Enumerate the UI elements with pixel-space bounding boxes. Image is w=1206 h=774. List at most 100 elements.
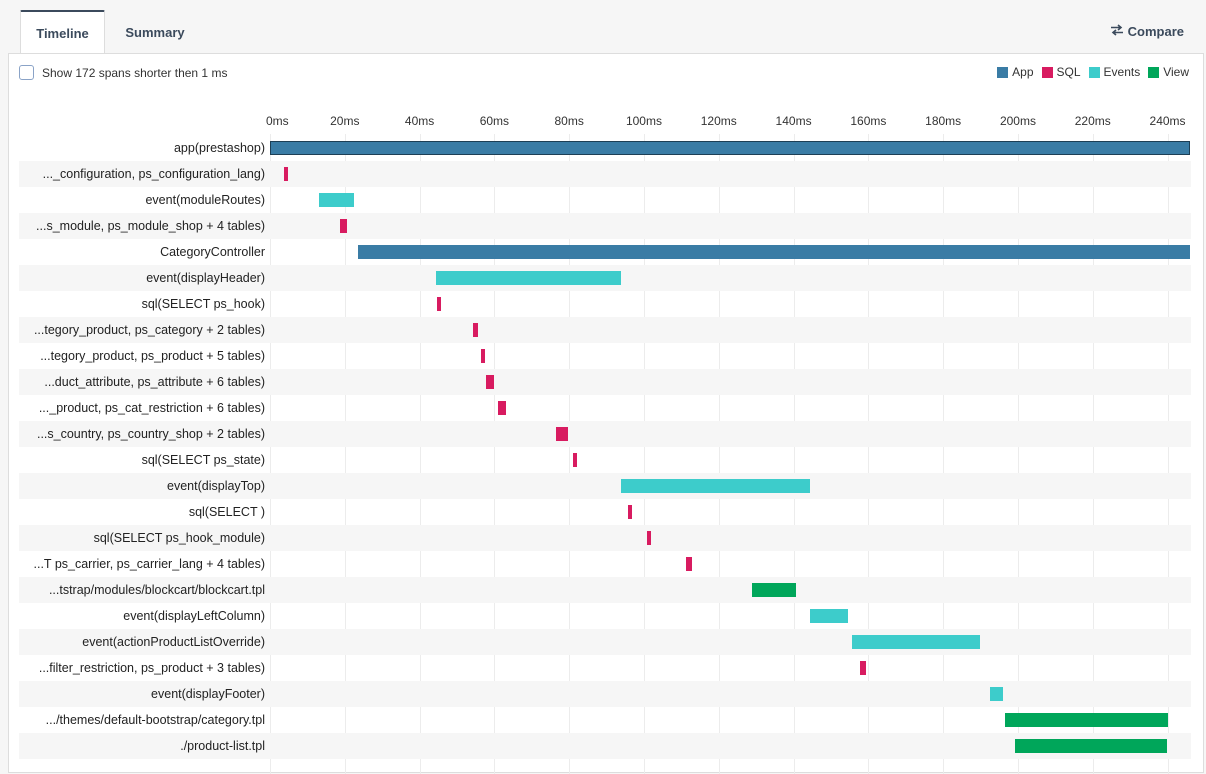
span-bar-events[interactable] [620,479,810,493]
gridline [868,134,870,774]
gridline [1167,134,1169,774]
span-bar-events[interactable] [809,609,848,623]
span-label: app(prestashop) [173,141,265,155]
short-spans-filter: Show 172 spans shorter then 1 ms [19,65,227,80]
span-bar-view[interactable] [1015,739,1168,753]
span-label: event(actionProductListOverride) [82,635,265,649]
axis-tick-label: 0ms [266,114,289,128]
legend-swatch [1148,66,1160,78]
span-bar-sql[interactable] [498,401,507,415]
span-label: ...s_module, ps_module_shop + 4 tables) [36,219,265,233]
legend-item-view: View [1148,65,1189,79]
span-label: event(displayLeftColumn) [123,609,265,623]
span-bar-view[interactable] [1004,713,1169,727]
span-label: event(displayFooter) [151,687,265,701]
span-bar-app[interactable] [270,141,1190,155]
legend-item-app: App [997,65,1034,79]
span-label: event(moduleRoutes) [145,193,265,207]
legend-label: App [1012,65,1034,79]
span-row[interactable]: ...s_module, ps_module_shop + 4 tables) [19,213,1191,239]
span-bar-sql[interactable] [646,531,652,545]
time-axis: 0ms 20ms 40ms 60ms 80ms 100ms 120ms 140ms 160ms 1… [266,114,1190,134]
span-row[interactable]: ..._configuration, ps_configuration_lang… [19,161,1191,187]
span-label: .../themes/default-bootstrap/category.tp… [45,713,265,727]
span-bar-sql[interactable] [436,297,441,311]
legend-swatch [1041,66,1053,78]
span-bar-sql[interactable] [860,661,867,675]
span-row[interactable]: event(displayLeftColumn) [19,603,1191,629]
span-row[interactable]: ...duct_attribute, ps_attribute + 6 tabl… [19,369,1191,395]
span-bar-events[interactable] [852,635,980,649]
span-row[interactable]: ...tegory_product, ps_product + 5 tables… [19,343,1191,369]
tab-summary[interactable]: Summary [125,24,185,40]
span-label: ..._configuration, ps_configuration_lang… [42,167,265,181]
span-bar-sql[interactable] [480,349,486,363]
span-bar-events[interactable] [318,193,354,207]
span-bar-sql[interactable] [283,167,289,181]
span-row[interactable]: ...s_country, ps_country_shop + 2 tables… [19,421,1191,447]
gridline [718,134,720,774]
axis-tick-label: 140ms [775,114,812,128]
span-row[interactable]: sql(SELECT ps_state) [19,447,1191,473]
tab-timeline[interactable]: Timeline [20,10,105,55]
span-bar-sql[interactable] [685,557,692,571]
span-label: ...tstrap/modules/blockcart/blockcart.tp… [48,583,265,597]
span-row[interactable]: sql(SELECT ) [19,499,1191,525]
span-label: ...tegory_product, ps_product + 5 tables… [40,349,265,363]
span-bar-view[interactable] [751,583,796,597]
span-label: sql(SELECT ps_hook_module) [93,531,265,545]
span-rows: app(prestashop) ..._configuration, ps_con… [19,135,1191,759]
span-label: ...filter_restriction, ps_product + 3 ta… [38,661,265,675]
span-bar-sql[interactable] [572,453,577,467]
legend-swatch [1088,66,1100,78]
short-spans-checkbox[interactable] [19,65,34,80]
axis-tick-label: 160ms [850,114,887,128]
span-label: ./product-list.tpl [180,739,265,753]
span-label: ...tegory_product, ps_category + 2 table… [33,323,265,337]
span-bar-sql[interactable] [473,323,478,337]
span-label: ...s_country, ps_country_shop + 2 tables… [36,427,265,441]
span-row[interactable]: ...filter_restriction, ps_product + 3 ta… [19,655,1191,681]
span-row[interactable]: CategoryController [19,239,1191,265]
span-bar-sql[interactable] [556,427,568,441]
span-row[interactable]: event(displayHeader) [19,265,1191,291]
span-bar-events[interactable] [436,271,621,285]
gridline [943,134,945,774]
span-label: sql(SELECT ) [188,505,265,519]
span-row[interactable]: ..._product, ps_cat_restriction + 6 tabl… [19,395,1191,421]
span-row[interactable]: event(moduleRoutes) [19,187,1191,213]
span-row[interactable]: event(displayTop) [19,473,1191,499]
axis-tick-label: 180ms [925,114,962,128]
span-bar-sql[interactable] [339,219,347,233]
span-row[interactable]: sql(SELECT ps_hook) [19,291,1191,317]
gridline [643,134,645,774]
span-row[interactable]: ./product-list.tpl [19,733,1191,759]
span-row[interactable]: .../themes/default-bootstrap/category.tp… [19,707,1191,733]
span-bar-events[interactable] [989,687,1004,701]
span-label: event(displayHeader) [146,271,265,285]
span-row[interactable]: app(prestashop) [19,135,1191,161]
span-row[interactable]: event(displayFooter) [19,681,1191,707]
axis-tick-label: 200ms [999,114,1036,128]
span-label: ...duct_attribute, ps_attribute + 6 tabl… [44,375,265,389]
span-bar-app[interactable] [357,245,1190,259]
timeline-panel: Show 172 spans shorter then 1 ms App SQL E… [8,53,1204,774]
gridline [344,134,346,774]
span-row[interactable]: ...T ps_carrier, ps_carrier_lang + 4 tab… [19,551,1191,577]
span-bar-sql[interactable] [628,505,633,519]
axis-tick-label: 120ms [700,114,737,128]
span-row[interactable]: ...tegory_product, ps_category + 2 table… [19,317,1191,343]
gridline [419,134,421,774]
compare-button[interactable]: Compare [1110,24,1184,39]
axis-tick-label: 220ms [1074,114,1111,128]
legend-label: Events [1103,65,1141,79]
legend-label: View [1163,65,1189,79]
axis-tick-label: 20ms [330,114,360,128]
span-label: CategoryController [160,245,265,259]
span-bar-sql[interactable] [486,375,495,389]
span-row[interactable]: sql(SELECT ps_hook_module) [19,525,1191,551]
axis-tick-label: 40ms [404,114,435,128]
legend-item-events: Events [1088,65,1141,79]
span-row[interactable]: ...tstrap/modules/blockcart/blockcart.tp… [19,577,1191,603]
span-row[interactable]: event(actionProductListOverride) [19,629,1191,655]
